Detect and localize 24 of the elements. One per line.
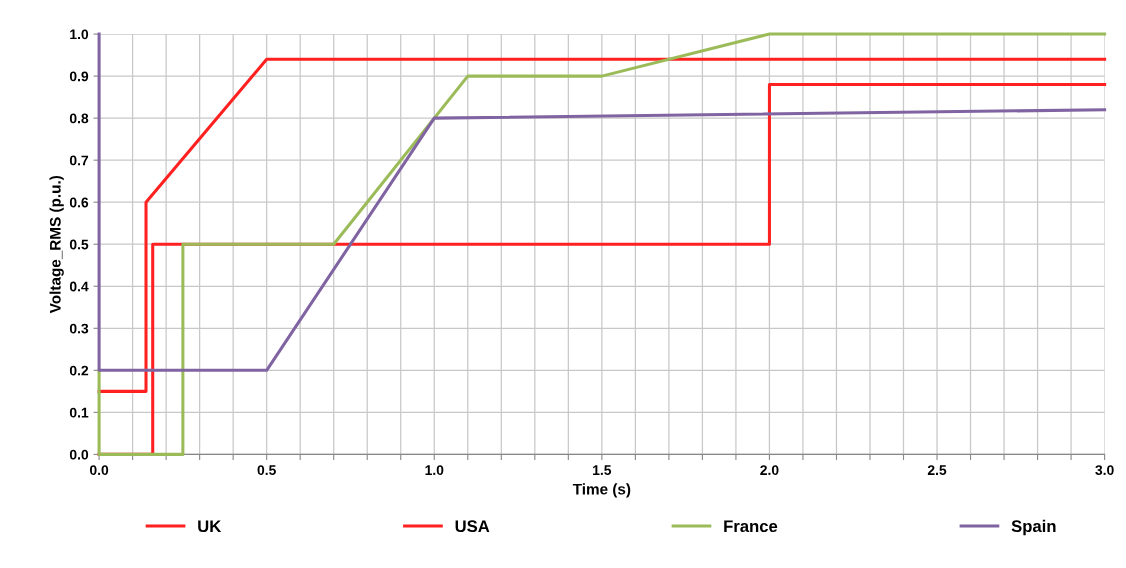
y-tick-label: 0.0 (69, 449, 89, 460)
y-tick-label: 0.1 (69, 407, 89, 418)
x-tick-label: 2.0 (760, 465, 779, 476)
x-tick-label: 1.0 (425, 465, 444, 476)
y-tick-label: 0.8 (69, 113, 89, 124)
legend-label: Spain (1011, 519, 1056, 536)
y-tick-label: 0.6 (69, 197, 89, 208)
y-tick-label: 0.9 (69, 71, 89, 82)
x-tick-label: 2.5 (927, 465, 947, 476)
x-tick-label: 1.5 (593, 465, 612, 476)
y-axis-title: Voltage_RMS (p.u.) (49, 175, 64, 314)
x-tick-label: 3.0 (1095, 465, 1114, 476)
legend-label: France (724, 520, 778, 533)
y-tick-label: 0.3 (69, 323, 89, 334)
y-tick-label: 0.5 (69, 239, 89, 250)
x-tick-label: 0.0 (89, 465, 109, 476)
y-tick-label: 0.2 (69, 365, 89, 376)
legend-label: USA (455, 520, 490, 533)
x-tick-label: 0.5 (257, 465, 276, 476)
x-axis-title: Time (s) (572, 483, 631, 498)
y-tick-label: 1.0 (70, 29, 89, 40)
legend-label: UK (198, 520, 222, 533)
y-tick-label: 0.4 (69, 281, 89, 292)
y-tick-label: 0.7 (69, 155, 89, 166)
